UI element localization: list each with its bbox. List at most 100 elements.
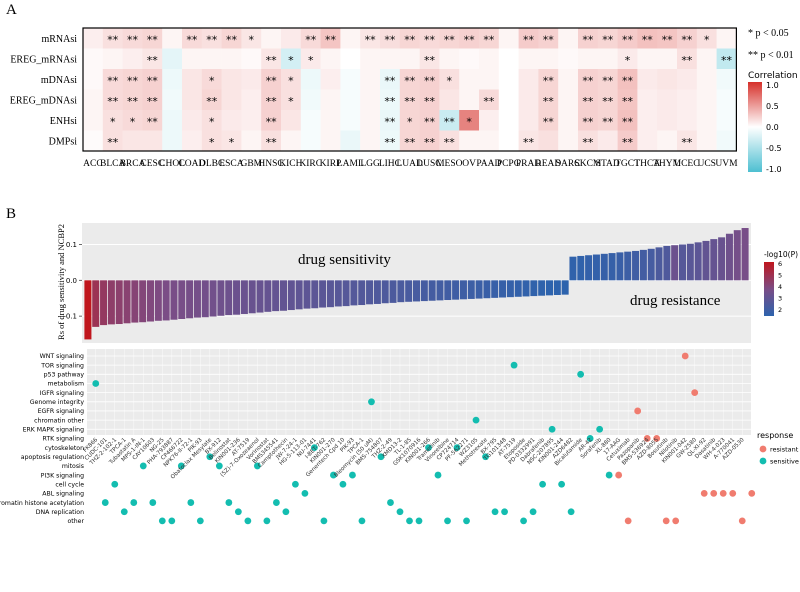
drug-correlation-bar — [311, 280, 319, 309]
heatmap-cell — [142, 48, 163, 70]
dot-sensitive — [187, 499, 195, 506]
heatmap-cell — [182, 48, 203, 70]
dot-sensitive — [92, 380, 100, 387]
heatmap-column-label: CESC — [140, 159, 164, 169]
heatmap-cell — [320, 130, 341, 152]
heatmap-legend-tick: -1.0 — [766, 165, 782, 174]
heatmap-significance-mark: ** — [404, 136, 416, 149]
heatmap-column-label: LAML — [337, 159, 364, 169]
dot-sensitive — [234, 508, 242, 516]
heatmap-cell — [479, 89, 500, 111]
heatmap-legend-tick: 1.0 — [766, 81, 779, 90]
heatmap-cell — [320, 28, 341, 49]
drug-correlation-bar — [279, 280, 288, 311]
heatmap-column-label: STAD — [596, 159, 620, 169]
drug-correlation-bar — [491, 280, 499, 298]
heatmap-significance-mark: ** — [642, 33, 654, 46]
drug-correlation-bar — [146, 280, 155, 322]
drug-correlation-bar — [123, 280, 131, 324]
heatmap-column-label: TGCT — [615, 159, 640, 169]
drug-correlation-bar — [84, 280, 92, 340]
heatmap-cell — [578, 48, 599, 70]
heatmap-column-label: ESCA — [219, 159, 243, 169]
drug-correlation-bar — [655, 247, 663, 281]
heatmap-cell — [360, 130, 381, 152]
dot-sensitive — [501, 508, 508, 516]
heatmap-cell — [162, 48, 183, 70]
heatmap-cell — [617, 130, 638, 152]
heatmap-cell — [498, 28, 519, 49]
heatmap-column-label: LGG — [360, 159, 380, 169]
heatmap-cell — [142, 28, 163, 49]
dot-category-label: WNT signaling — [40, 353, 84, 360]
heatmap-cell — [182, 28, 203, 49]
heatmap-cell — [459, 48, 480, 70]
heatmap-column-label: DLBC — [199, 159, 224, 169]
heatmap-cell — [518, 48, 539, 70]
heatmap-column-label: COAD — [178, 159, 205, 169]
heatmap-significance-mark: * — [288, 74, 294, 87]
heatmap-significance-mark: ** — [662, 33, 674, 46]
dot-sensitive — [349, 471, 356, 479]
heatmap-column-label: PCPG — [497, 159, 521, 169]
dot-sensitive — [567, 508, 575, 516]
drug-correlation-bar — [561, 280, 569, 295]
dot-sensitive — [225, 499, 233, 506]
drug-correlation-bar — [632, 250, 640, 281]
dot-sensitive — [311, 444, 318, 451]
heatmap-cell — [518, 69, 539, 90]
dot-sensitive — [130, 499, 138, 506]
dot-sensitive — [358, 517, 366, 525]
heatmap-cell — [716, 110, 737, 131]
heatmap-cell — [677, 89, 698, 111]
heatmap-significance-mark: ** — [107, 33, 119, 46]
drug-correlation-bar — [444, 280, 452, 301]
drug-correlation-bar — [209, 280, 217, 317]
drug-correlation-bar — [459, 280, 467, 300]
drug-correlation-bar — [436, 280, 444, 301]
heatmap-cell — [320, 69, 341, 90]
heatmap-cell — [281, 28, 302, 49]
dot-category-label: Genome integrity — [30, 399, 85, 406]
drug-correlation-bar — [553, 280, 561, 295]
heatmap-cell — [617, 89, 638, 111]
heatmap-cell — [538, 48, 559, 70]
heatmap-column-label: SKCM — [574, 159, 601, 169]
heatmap-significance-mark: ** — [325, 33, 337, 46]
heatmap-significance-mark: ** — [582, 136, 594, 149]
heatmap-significance-mark: ** — [226, 33, 238, 46]
heatmap-cell — [201, 48, 222, 70]
drug-correlation-bar — [585, 255, 593, 281]
heatmap-cell — [459, 69, 480, 90]
heatmap-cell — [538, 110, 559, 131]
heatmap-cell — [241, 110, 262, 131]
heatmap-cell — [122, 69, 143, 90]
drug-correlation-bar — [193, 280, 201, 318]
dot-sensitive — [596, 425, 604, 433]
heatmap-cell — [558, 110, 579, 131]
dot-category-label: other — [68, 518, 85, 525]
dot-sensitive — [377, 453, 385, 461]
dot-sensitive — [387, 499, 394, 506]
heatmap-cell — [83, 28, 104, 49]
heatmap-significance-mark: ** — [622, 74, 634, 87]
heatmap-cell — [716, 28, 737, 49]
heatmap-row-label: EREG_mRNAsi — [10, 54, 77, 65]
dot-sensitive — [558, 480, 566, 488]
drug-correlation-bar — [530, 280, 538, 297]
heatmap-significance-mark: ** — [424, 115, 436, 128]
heatmap-cell — [261, 69, 282, 90]
heatmap-significance-mark: ** — [681, 136, 693, 149]
heatmap-cell — [241, 130, 262, 152]
heatmap-cell — [459, 110, 480, 131]
heatmap-significance-mark: ** — [424, 33, 436, 46]
heatmap-column-label: SARC — [556, 159, 581, 169]
dot-sensitive — [158, 517, 166, 525]
dot-resistant — [653, 435, 661, 442]
heatmap-significance-mark: ** — [444, 136, 456, 149]
heatmap-significance-mark: ** — [721, 54, 733, 67]
drug-correlation-bar — [639, 249, 647, 281]
dot-category-label: chromatin other — [34, 417, 84, 424]
heatmap-cell — [182, 69, 203, 90]
heatmap-significance-mark: * — [110, 115, 116, 128]
